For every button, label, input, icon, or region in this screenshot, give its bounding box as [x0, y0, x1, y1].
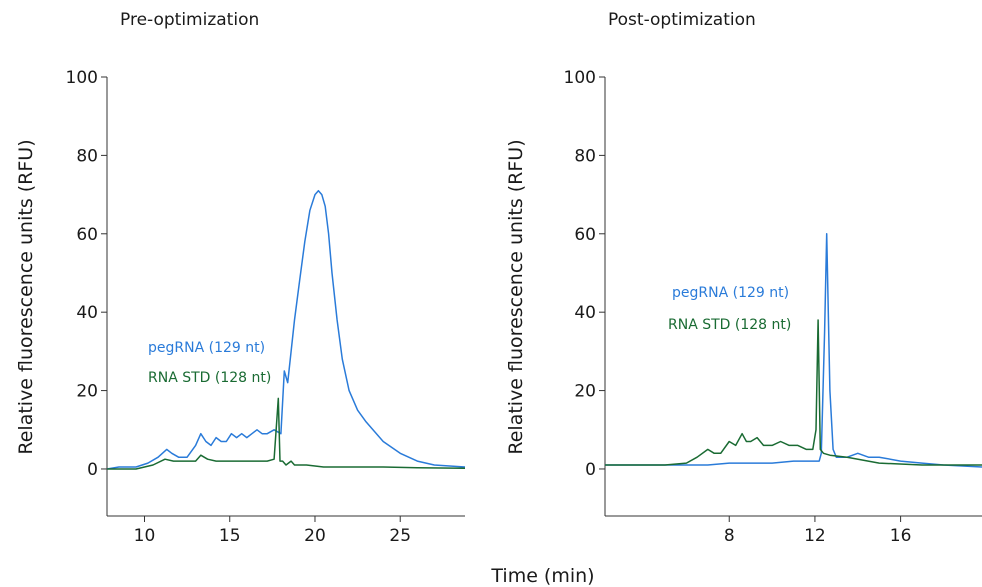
traces-post — [605, 233, 982, 468]
series-label-std-post: RNA STD (128 nt) — [668, 317, 791, 333]
rna-std-trace-pre — [107, 397, 466, 470]
x-tick-label-pre: 20 — [304, 526, 326, 546]
x-tick-label-pre: 15 — [219, 526, 241, 546]
y-tick-label-pre: 20 — [76, 382, 98, 402]
pegrna-trace-pre — [106, 189, 466, 470]
x-tick-label-pre: 25 — [389, 526, 411, 546]
y-tick-label-pre: 40 — [76, 303, 98, 323]
x-axis-title: Time (min) — [490, 565, 594, 587]
y-tick-label-post: 100 — [564, 68, 596, 88]
traces-pre — [106, 189, 466, 470]
y-ticks-post: 0 20 40 60 80 100 — [564, 68, 605, 480]
y-ticks-pre: 0 20 40 60 80 100 — [66, 68, 107, 480]
y-tick-label-post: 60 — [574, 225, 596, 245]
series-label-pegrna-pre: pegRNA (129 nt) — [148, 340, 265, 356]
y-tick-label-post: 20 — [574, 382, 596, 402]
x-tick-label-post: 12 — [804, 526, 826, 546]
post-optimization-panel: Post-optimization Relative fluorescence … — [505, 10, 982, 546]
y-tick-label-post: 80 — [574, 146, 596, 166]
x-ticks-pre: 10 15 20 25 — [134, 516, 411, 546]
x-tick-label-post: 16 — [890, 526, 912, 546]
y-tick-label-pre: 80 — [76, 146, 98, 166]
y-tick-label-post: 40 — [574, 303, 596, 323]
x-tick-label-post: 8 — [724, 526, 735, 546]
y-tick-label-pre: 100 — [66, 68, 98, 88]
series-label-pegrna-post: pegRNA (129 nt) — [672, 285, 789, 301]
y-tick-label-post: 0 — [585, 460, 596, 480]
x-ticks-post: 8 12 16 — [724, 516, 912, 546]
y-tick-label-pre: 0 — [87, 460, 98, 480]
x-tick-label-pre: 10 — [134, 526, 156, 546]
y-axis-title-pre: Relative fluorescence units (RFU) — [15, 139, 37, 454]
y-axis-title-post: Relative fluorescence units (RFU) — [505, 139, 527, 454]
rna-std-trace-post — [605, 319, 982, 466]
series-label-std-pre: RNA STD (128 nt) — [148, 370, 271, 386]
pegrna-trace-post — [605, 233, 982, 468]
panel-title-pre: Pre-optimization — [120, 10, 259, 30]
pre-optimization-panel: Pre-optimization Relative fluorescence u… — [15, 10, 466, 546]
y-tick-label-pre: 60 — [76, 225, 98, 245]
panel-title-post: Post-optimization — [608, 10, 756, 30]
